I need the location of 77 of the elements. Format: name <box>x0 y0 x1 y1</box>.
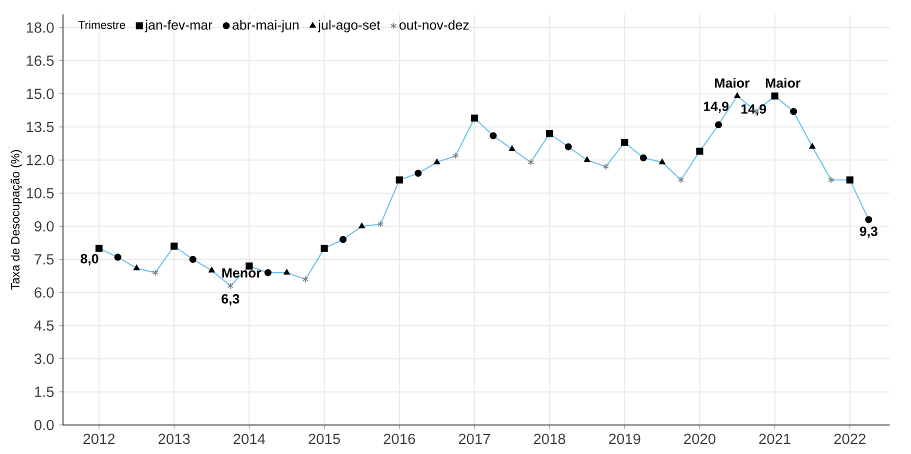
y-tick-label: 3.0 <box>34 354 54 364</box>
point <box>340 236 347 244</box>
point <box>846 176 854 184</box>
point <box>452 152 459 160</box>
point <box>96 244 103 252</box>
point <box>227 282 234 290</box>
point <box>640 154 647 162</box>
y-tick-label: 10.5 <box>26 188 54 198</box>
annotation: Maior <box>715 78 750 88</box>
x-tick-label: 2020 <box>684 434 716 444</box>
point <box>734 92 740 98</box>
point <box>696 148 704 155</box>
y-tick-label: 9.0 <box>34 221 54 232</box>
x-tick-label: 2016 <box>384 434 416 444</box>
y-tick-label: 13.5 <box>26 122 54 132</box>
point <box>678 176 684 184</box>
x-tick-label: 2015 <box>308 434 340 444</box>
point <box>790 108 798 116</box>
point <box>133 264 140 270</box>
point <box>152 269 158 276</box>
point <box>284 269 290 275</box>
point <box>434 158 440 164</box>
x-tick-label: 2014 <box>234 434 266 444</box>
x-tick-label: 2012 <box>83 434 115 444</box>
point <box>865 216 872 224</box>
y-tick-label: 1.5 <box>35 386 54 398</box>
annotation: 9,3 <box>860 226 878 238</box>
x-tick-label: 2021 <box>759 434 790 444</box>
annotation: 14,9 <box>741 104 766 116</box>
x-tick-label: 2019 <box>609 434 640 444</box>
y-tick-label: 18.0 <box>26 22 54 33</box>
y-tick-label: 15.0 <box>26 88 54 100</box>
point <box>170 242 178 250</box>
point <box>414 170 422 177</box>
point <box>208 266 215 272</box>
x-tick-label: 2022 <box>834 434 866 444</box>
point <box>771 92 778 100</box>
x-tick-label: 2017 <box>458 434 490 444</box>
x-tick-label: 2013 <box>158 434 190 444</box>
y-tick-label: 7.5 <box>34 254 54 265</box>
point <box>621 138 628 146</box>
annotation: 6,3 <box>222 294 240 306</box>
point <box>508 145 516 152</box>
point <box>659 158 666 164</box>
legend-label: jan-fev-mar <box>144 20 212 32</box>
y-tick-label: 6.0 <box>34 287 54 298</box>
point <box>809 143 816 149</box>
point <box>320 244 328 252</box>
y-axis-title: Taxa de Desocupação (%) <box>10 150 22 290</box>
point <box>189 256 196 263</box>
point <box>396 176 403 184</box>
x-tick-label: 2018 <box>534 434 566 444</box>
point <box>114 254 122 261</box>
point <box>564 143 572 150</box>
legend-label: jul-ago-set <box>318 20 380 32</box>
legend-label: abr-mai-jun <box>232 20 299 32</box>
legend-label: out-nov-dez <box>400 20 469 30</box>
annotation: Maior <box>766 78 800 88</box>
point <box>302 276 309 283</box>
point <box>528 158 534 166</box>
point <box>584 156 590 162</box>
y-tick-label: 4.5 <box>34 320 54 331</box>
annotation: 8,0 <box>80 254 98 266</box>
y-tick-label: 0.0 <box>34 420 54 430</box>
y-tick-label: 16.5 <box>26 56 54 66</box>
legend-title: Trimestre <box>78 20 126 29</box>
point <box>264 269 272 276</box>
y-tick-label: 12.0 <box>26 154 54 166</box>
point <box>828 176 834 184</box>
point <box>546 130 554 138</box>
point <box>377 220 384 228</box>
point <box>358 222 365 228</box>
annotation: 14,9 <box>704 102 728 114</box>
point <box>714 121 722 128</box>
point <box>490 132 497 140</box>
point <box>602 163 609 170</box>
point <box>470 114 478 122</box>
